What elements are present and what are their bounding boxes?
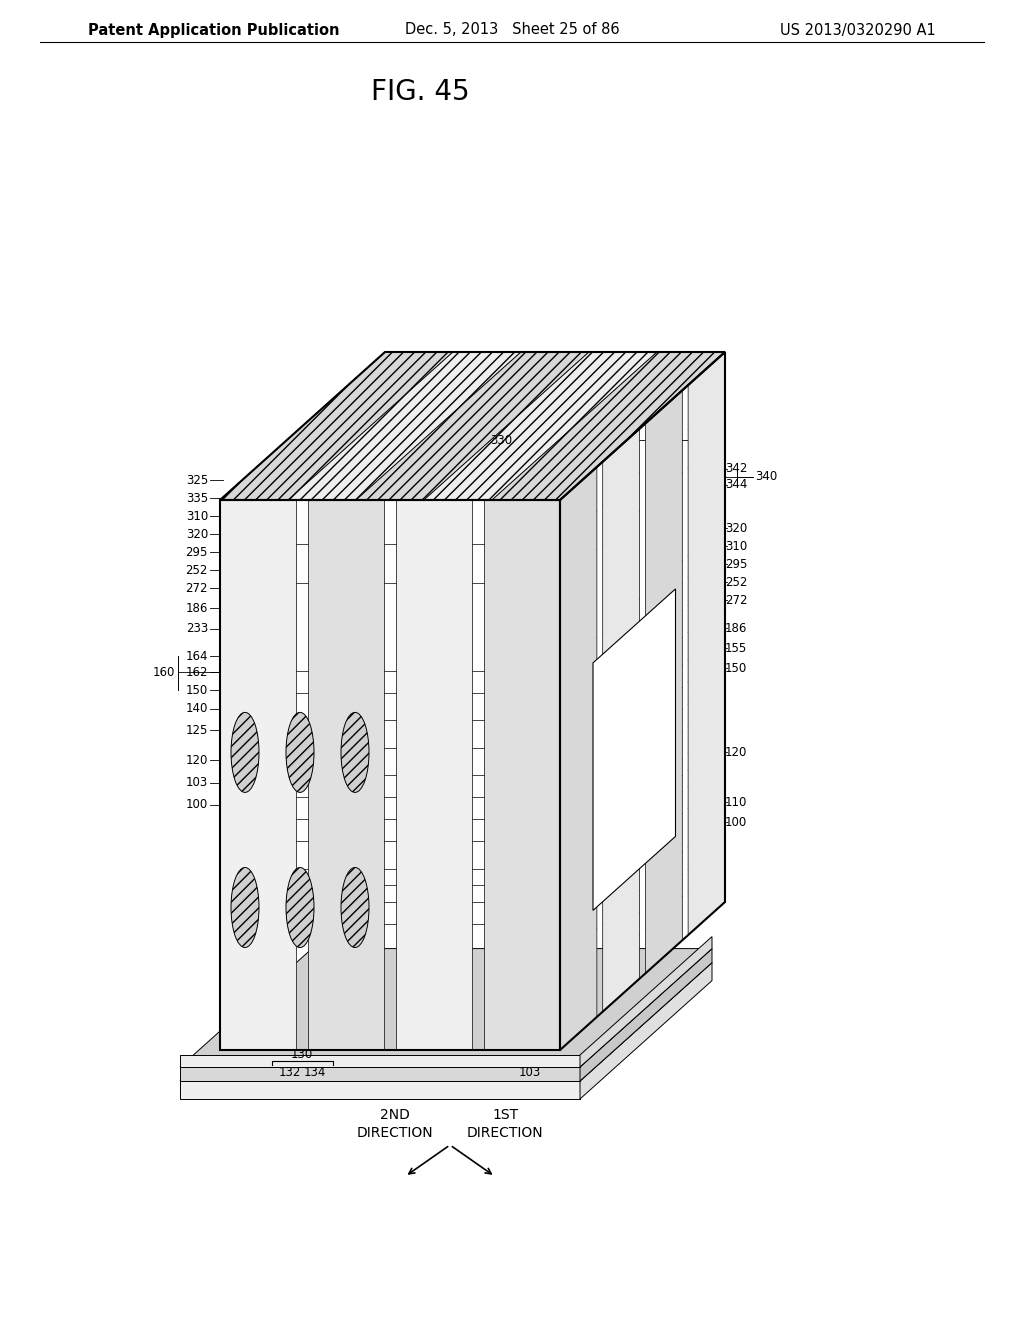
Text: 155: 155 [725, 642, 748, 655]
Text: US 2013/0320290 A1: US 2013/0320290 A1 [780, 22, 936, 37]
Text: 310: 310 [185, 510, 208, 523]
Polygon shape [288, 352, 521, 500]
Text: FIG. 45: FIG. 45 [371, 78, 469, 106]
Text: 295: 295 [185, 545, 208, 558]
Polygon shape [603, 429, 640, 1011]
Polygon shape [396, 500, 472, 1049]
Text: 335: 335 [186, 491, 208, 504]
Text: 140: 140 [185, 702, 208, 715]
Polygon shape [492, 352, 725, 500]
Polygon shape [220, 500, 296, 1049]
Ellipse shape [286, 867, 314, 948]
Text: 150: 150 [725, 661, 748, 675]
Text: 120: 120 [725, 746, 748, 759]
Text: 150: 150 [185, 684, 208, 697]
Text: 103: 103 [519, 1065, 541, 1078]
Ellipse shape [231, 867, 259, 948]
Text: 120: 120 [185, 754, 208, 767]
Polygon shape [580, 937, 712, 1067]
Ellipse shape [286, 713, 314, 792]
Text: 342: 342 [725, 462, 748, 475]
Text: 2ND: 2ND [380, 1107, 410, 1122]
Text: 100: 100 [185, 799, 208, 812]
Text: 325: 325 [185, 474, 208, 487]
Text: 134: 134 [304, 1065, 327, 1078]
Polygon shape [180, 1055, 580, 1067]
Polygon shape [356, 352, 589, 500]
Text: 340: 340 [755, 470, 777, 483]
Polygon shape [180, 962, 712, 1081]
Text: 310: 310 [725, 540, 748, 553]
Polygon shape [560, 467, 597, 1049]
Text: 160: 160 [153, 665, 175, 678]
Text: 344: 344 [725, 479, 748, 491]
Text: 320: 320 [725, 521, 748, 535]
Text: 130: 130 [291, 1048, 313, 1061]
Ellipse shape [341, 867, 369, 948]
Polygon shape [220, 352, 453, 500]
Polygon shape [580, 949, 712, 1081]
Polygon shape [593, 589, 676, 911]
Text: 132: 132 [279, 1065, 301, 1078]
Polygon shape [180, 949, 712, 1067]
Ellipse shape [341, 713, 369, 792]
Polygon shape [484, 500, 560, 1049]
Text: 272: 272 [185, 582, 208, 594]
Polygon shape [308, 500, 384, 1049]
Polygon shape [645, 391, 682, 973]
Polygon shape [180, 1067, 580, 1081]
Text: 295: 295 [725, 557, 748, 570]
Text: DIRECTION: DIRECTION [356, 1126, 433, 1140]
Text: 252: 252 [185, 564, 208, 577]
Polygon shape [688, 352, 725, 935]
Polygon shape [580, 962, 712, 1100]
Text: 186: 186 [725, 622, 748, 635]
Polygon shape [180, 1081, 580, 1100]
Text: DIRECTION: DIRECTION [467, 1126, 544, 1140]
Text: 1ST: 1ST [492, 1107, 518, 1122]
Text: Patent Application Publication: Patent Application Publication [88, 22, 340, 37]
Text: 125: 125 [185, 723, 208, 737]
Text: 100: 100 [725, 816, 748, 829]
Polygon shape [424, 352, 657, 500]
Text: 252: 252 [725, 576, 748, 589]
Text: Dec. 5, 2013   Sheet 25 of 86: Dec. 5, 2013 Sheet 25 of 86 [404, 22, 620, 37]
Text: 272: 272 [725, 594, 748, 606]
Text: 162: 162 [185, 665, 208, 678]
Text: 103: 103 [185, 776, 208, 789]
Text: 320: 320 [185, 528, 208, 540]
Text: 330: 330 [490, 433, 512, 446]
Text: 164: 164 [185, 649, 208, 663]
Ellipse shape [231, 713, 259, 792]
Text: 186: 186 [185, 602, 208, 615]
Text: 233: 233 [185, 623, 208, 635]
Text: 110: 110 [725, 796, 748, 808]
